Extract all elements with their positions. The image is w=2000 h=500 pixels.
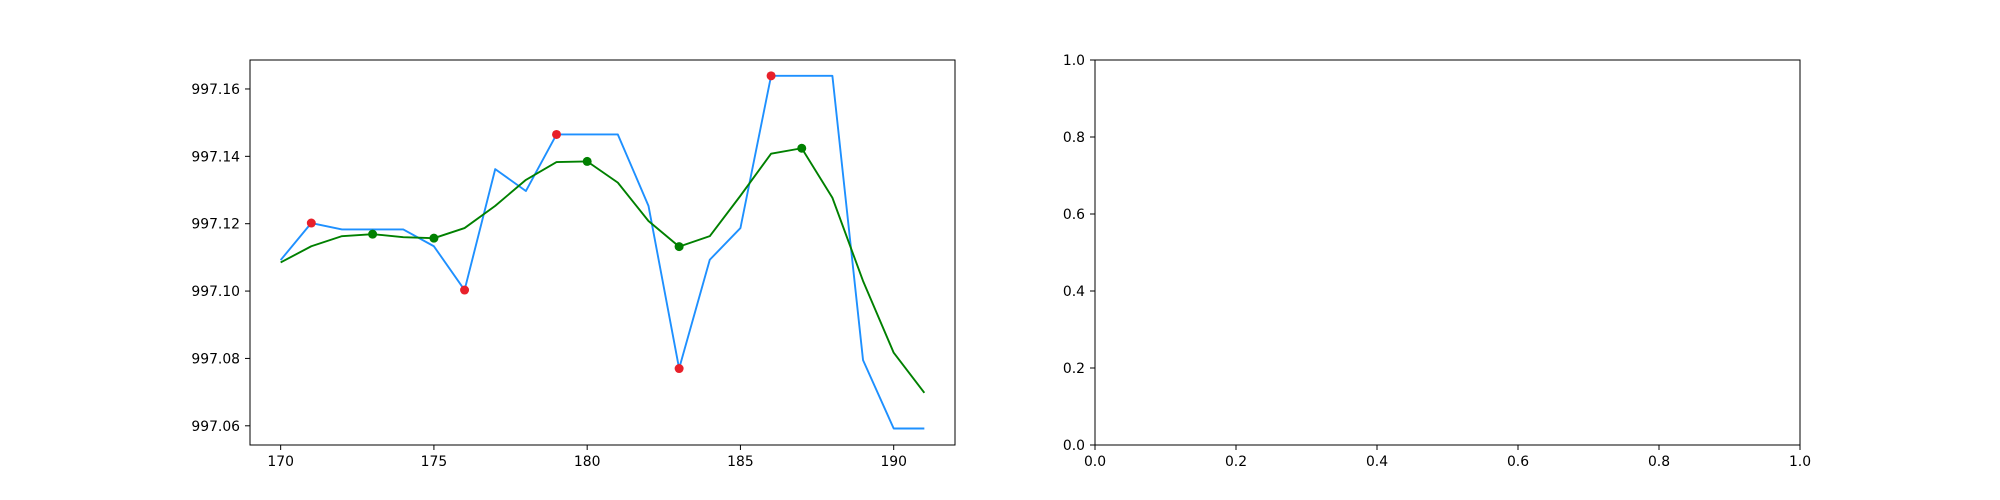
axes-frame <box>249 59 956 446</box>
y-tick-label: 0.0 <box>1063 438 1085 454</box>
y-tick-label: 997.14 <box>191 149 240 165</box>
x-tick-label: 0.4 <box>1366 454 1388 470</box>
marker-point-1 <box>674 364 684 374</box>
x-tick-label: 0.0 <box>1084 454 1106 470</box>
marker-point-1 <box>306 218 316 228</box>
x-tick-label: 0.6 <box>1507 454 1529 470</box>
y-tick-label: 997.06 <box>191 419 240 435</box>
marker-point-2 <box>674 242 684 252</box>
x-tick-label: 0.8 <box>1648 454 1670 470</box>
x-tick-label: 190 <box>880 454 907 470</box>
x-tick-label: 0.2 <box>1225 454 1247 470</box>
x-tick-label: 175 <box>421 454 448 470</box>
marker-point-1 <box>552 129 562 139</box>
y-tick-label: 0.2 <box>1063 361 1085 377</box>
x-tick-label: 185 <box>727 454 754 470</box>
series-line-1 <box>279 74 925 430</box>
y-tick-label: 997.10 <box>191 284 240 300</box>
marker-point-1 <box>766 71 776 81</box>
right-axes: 0.0 0.2 0.4 0.6 0.8 1.0 0.0 0.2 0.4 0.6 0.8 1.0 <box>1063 53 1811 470</box>
marker-point-1 <box>460 285 470 295</box>
x-tick-label: 180 <box>574 454 601 470</box>
y-tick-label: 0.8 <box>1063 130 1085 146</box>
marker-point-2 <box>582 156 592 166</box>
y-tick-label: 1.0 <box>1063 53 1085 69</box>
marker-point-2 <box>429 233 439 243</box>
y-tick-label: 0.6 <box>1063 207 1085 223</box>
y-tick-label: 997.12 <box>191 217 240 233</box>
marker-point-2 <box>797 143 807 153</box>
series-line-2 <box>280 147 926 394</box>
y-tick-label: 997.16 <box>191 82 240 98</box>
x-tick-label: 1.0 <box>1789 454 1811 470</box>
y-tick-label: 997.08 <box>191 351 240 367</box>
marker-point-2 <box>368 229 378 239</box>
y-tick-label: 0.4 <box>1063 284 1085 300</box>
left-axes: 170 175 180 185 190 997.06 997.08 997.10 997.12 9… <box>191 59 956 470</box>
axes-frame <box>1094 59 1801 446</box>
x-tick-label: 170 <box>267 454 294 470</box>
